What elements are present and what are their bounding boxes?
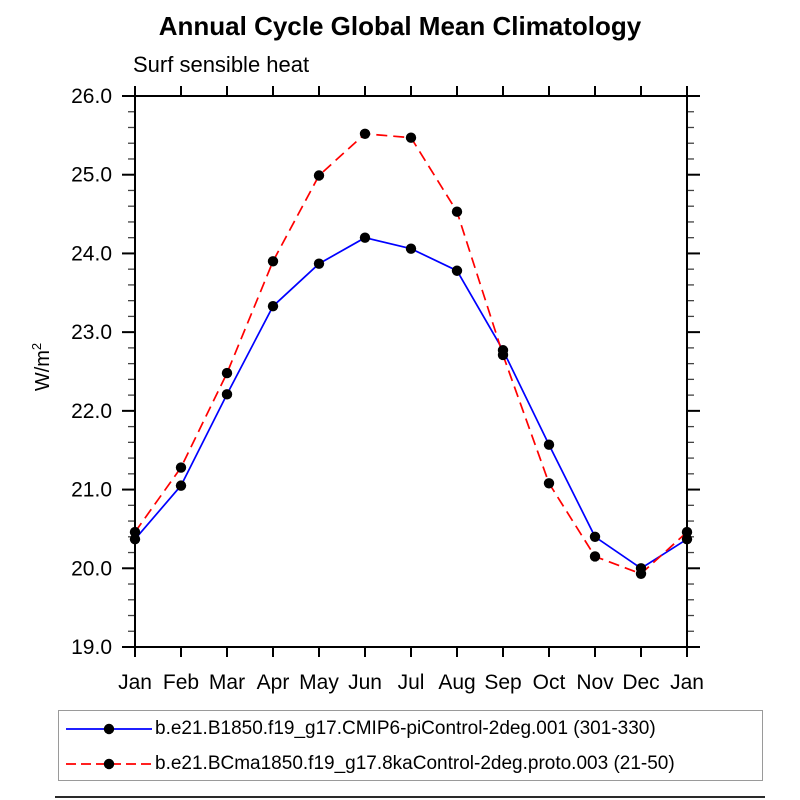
data-point-marker-s0 <box>267 300 279 312</box>
legend: b.e21.B1850.f19_g17.CMIP6-piControl-2deg… <box>58 710 763 781</box>
y-tick-label: 23.0 <box>71 321 112 344</box>
data-point-marker-s0 <box>405 243 417 254</box>
data-point-marker-s1 <box>635 568 647 579</box>
data-point-marker-s1 <box>267 256 279 267</box>
x-tick-label: Jan <box>118 671 152 694</box>
y-tick-label: 20.0 <box>71 557 112 580</box>
legend-item-8kacontrol: b.e21.BCma1850.f19_g17.8kaControl-2deg.p… <box>64 747 675 781</box>
x-tick-label: Jan <box>670 671 704 694</box>
data-point-marker-s1 <box>313 170 325 181</box>
series-line-1 <box>134 132 688 575</box>
data-point-marker-s0 <box>175 480 187 491</box>
data-point-marker-s0 <box>543 439 555 450</box>
y-tick-label: 21.0 <box>71 479 112 502</box>
chart-title: Annual Cycle Global Mean Climatology <box>158 11 642 41</box>
x-tick-label: Sep <box>484 671 521 694</box>
y-tick-label: 26.0 <box>71 85 112 108</box>
bottom-divider <box>55 796 765 798</box>
data-point-marker-s1 <box>681 526 693 538</box>
data-point-marker-s1 <box>451 206 463 217</box>
x-tick-label: Mar <box>209 671 245 694</box>
x-tick-label: Apr <box>257 671 290 694</box>
data-point-marker-s0 <box>359 232 371 243</box>
data-point-marker-s1 <box>129 526 141 538</box>
x-tick-label: Oct <box>533 671 566 694</box>
legend-label: b.e21.BCma1850.f19_g17.8kaControl-2deg.p… <box>155 753 675 774</box>
x-tick-label: Aug <box>438 671 475 694</box>
legend-sample-marker <box>103 723 115 735</box>
legend-line-sample-dashed-red <box>66 758 152 770</box>
legend-label: b.e21.B1850.f19_g17.CMIP6-piControl-2deg… <box>155 718 656 739</box>
y-tick-label: 22.0 <box>71 400 112 423</box>
y-tick-label: 24.0 <box>71 242 112 265</box>
data-point-marker-s1 <box>175 462 187 473</box>
y-tick-label: 25.0 <box>71 164 112 187</box>
legend-item-picontrol: b.e21.B1850.f19_g17.CMIP6-piControl-2deg… <box>64 712 656 746</box>
legend-sample-marker <box>103 758 115 770</box>
data-point-marker-s0 <box>221 389 233 400</box>
legend-line-sample-solid-blue <box>66 723 152 735</box>
data-point-marker-s0 <box>589 531 601 542</box>
data-point-marker-s1 <box>221 367 233 379</box>
data-point-marker-s1 <box>543 478 555 489</box>
x-tick-label: Jul <box>398 671 425 694</box>
x-tick-label: Dec <box>622 671 659 694</box>
x-tick-label: Jun <box>348 671 382 694</box>
data-point-marker-s0 <box>451 265 463 276</box>
plot-frame <box>134 95 688 648</box>
data-point-marker-s0 <box>313 258 325 269</box>
x-tick-label: May <box>299 671 339 694</box>
chart-subtitle: Surf sensible heat <box>133 52 310 77</box>
data-point-marker-s1 <box>359 128 371 139</box>
data-point-marker-s1 <box>405 132 417 143</box>
series-line-0 <box>134 236 688 570</box>
data-point-marker-s1 <box>589 551 601 562</box>
y-tick-label: 19.0 <box>71 636 112 659</box>
data-point-marker-s1 <box>497 349 509 361</box>
x-tick-label: Nov <box>576 671 614 694</box>
x-tick-label: Feb <box>163 671 199 694</box>
